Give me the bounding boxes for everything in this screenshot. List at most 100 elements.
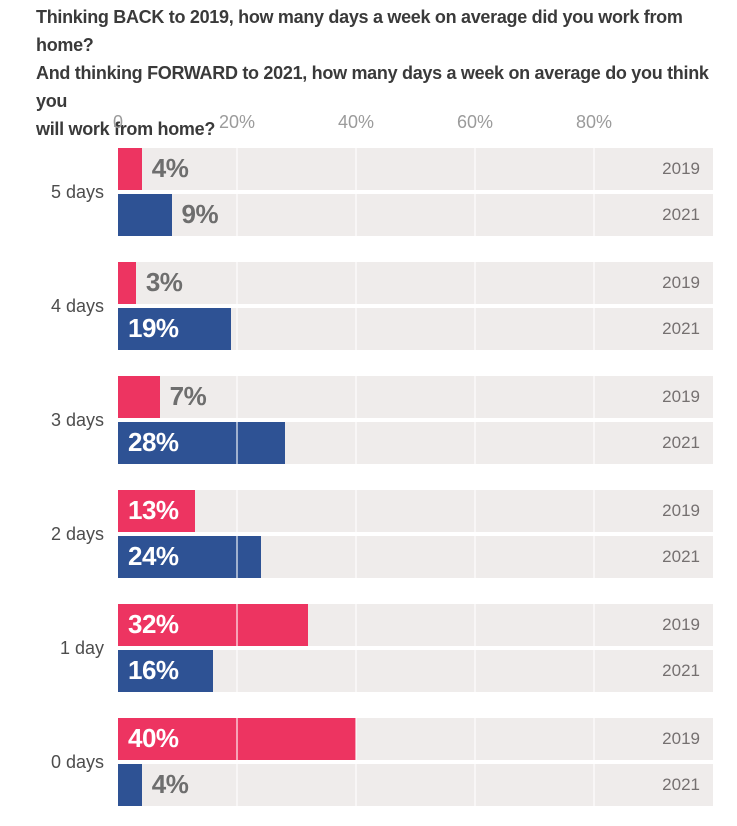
chart-title-line-1: Thinking BACK to 2019, how many days a w… bbox=[36, 7, 683, 55]
gridline-80 bbox=[593, 764, 595, 806]
value-label: 19% bbox=[128, 312, 179, 343]
value-label: 9% bbox=[181, 198, 219, 229]
gridline-60 bbox=[474, 376, 476, 418]
gridline-80 bbox=[593, 650, 595, 692]
gridline-20 bbox=[236, 308, 238, 350]
bar-track bbox=[118, 764, 713, 806]
chart-title-line-2: And thinking FORWARD to 2021, how many d… bbox=[36, 63, 709, 111]
gridline-20 bbox=[236, 194, 238, 236]
x-axis-tick-60: 60% bbox=[456, 112, 494, 132]
gridline-20 bbox=[236, 536, 238, 578]
gridline-20 bbox=[236, 376, 238, 418]
value-label: 28% bbox=[128, 426, 179, 457]
series-year-label: 2021 bbox=[662, 661, 700, 680]
gridline-20 bbox=[236, 148, 238, 190]
category-label: 3 days bbox=[50, 409, 104, 430]
gridline-20 bbox=[236, 718, 238, 760]
gridline-40 bbox=[355, 764, 357, 806]
gridline-20 bbox=[236, 490, 238, 532]
bar-row-2019: 3% 2019 bbox=[118, 262, 713, 304]
bar-row-2021: 16% 2021 bbox=[118, 650, 713, 692]
gridline-80 bbox=[593, 490, 595, 532]
bar-row-2021: 28% 2021 bbox=[118, 422, 713, 464]
bar-2019 bbox=[118, 262, 136, 304]
bar-2019 bbox=[118, 604, 309, 646]
gridline-60 bbox=[474, 422, 476, 464]
bar-track bbox=[118, 148, 713, 190]
series-year-label: 2021 bbox=[662, 775, 700, 794]
gridline-80 bbox=[593, 718, 595, 760]
gridline-80 bbox=[593, 308, 595, 350]
bar-row-2019: 7% 2019 bbox=[118, 376, 713, 418]
series-year-label: 2021 bbox=[662, 433, 700, 452]
series-year-label: 2021 bbox=[662, 319, 700, 338]
gridline-80 bbox=[593, 422, 595, 464]
gridline-60 bbox=[474, 308, 476, 350]
series-year-label: 2019 bbox=[662, 615, 700, 634]
series-year-label: 2019 bbox=[662, 501, 700, 520]
bar-group-3-days: 3 days 7% 2019 28% 2021 bbox=[0, 376, 737, 464]
gridline-40 bbox=[355, 536, 357, 578]
chart-title-line-3: will work from home? bbox=[36, 119, 216, 139]
series-year-label: 2021 bbox=[662, 205, 700, 224]
x-axis-tick-80: 80% bbox=[575, 112, 613, 132]
category-label: 5 days bbox=[50, 181, 104, 202]
bar-track bbox=[118, 650, 713, 692]
value-label: 4% bbox=[151, 152, 189, 183]
bar-2021 bbox=[118, 650, 214, 692]
gridline-80 bbox=[593, 194, 595, 236]
category-label: 2 days bbox=[50, 523, 104, 544]
bar-track bbox=[118, 376, 713, 418]
bar-2019 bbox=[118, 376, 160, 418]
gridline-20 bbox=[236, 262, 238, 304]
bar-group-1-day: 1 day 32% 2019 16% 2021 bbox=[0, 604, 737, 692]
value-label: 13% bbox=[128, 494, 179, 525]
value-label: 40% bbox=[128, 722, 179, 753]
series-year-label: 2019 bbox=[662, 729, 700, 748]
gridline-40 bbox=[355, 650, 357, 692]
value-label: 16% bbox=[128, 654, 179, 685]
bar-row-2019: 4% 2019 bbox=[118, 148, 713, 190]
gridline-60 bbox=[474, 536, 476, 578]
series-year-label: 2019 bbox=[662, 159, 700, 178]
gridline-40 bbox=[355, 718, 357, 760]
bar-row-2021: 24% 2021 bbox=[118, 536, 713, 578]
category-label: 1 day bbox=[59, 637, 104, 658]
gridline-20 bbox=[236, 650, 238, 692]
chart-title: Thinking BACK to 2019, how many days a w… bbox=[36, 3, 716, 143]
bar-2021 bbox=[118, 308, 232, 350]
bar-group-4-days: 4 days 3% 2019 19% 2021 bbox=[0, 262, 737, 350]
x-axis: 0 20% 40% 60% 80% bbox=[0, 112, 737, 136]
series-year-label: 2019 bbox=[662, 273, 700, 292]
value-label: 24% bbox=[128, 540, 179, 571]
gridline-20 bbox=[236, 604, 238, 646]
gridline-80 bbox=[593, 148, 595, 190]
gridline-40 bbox=[355, 422, 357, 464]
series-year-label: 2019 bbox=[662, 387, 700, 406]
bar-2021 bbox=[118, 194, 172, 236]
bar-row-2021: 4% 2021 bbox=[118, 764, 713, 806]
bar-group-2-days: 2 days 13% 2019 24% 2021 bbox=[0, 490, 737, 578]
category-label: 4 days bbox=[50, 295, 104, 316]
x-axis-tick-0: 0 bbox=[112, 112, 124, 132]
bar-groups: 5 days 4% 2019 9% 2021 4 days 3% 2019 19% 2021 3 d… bbox=[0, 148, 737, 826]
value-label: 32% bbox=[128, 608, 179, 639]
bar-track bbox=[118, 262, 713, 304]
x-axis-tick-40: 40% bbox=[337, 112, 375, 132]
bar-row-2019: 32% 2019 bbox=[118, 604, 713, 646]
bar-track bbox=[118, 490, 713, 532]
bar-row-2021: 9% 2021 bbox=[118, 194, 713, 236]
value-label: 4% bbox=[151, 768, 189, 799]
bar-2019 bbox=[118, 490, 196, 532]
x-axis-tick-20: 20% bbox=[218, 112, 256, 132]
gridline-40 bbox=[355, 194, 357, 236]
gridline-40 bbox=[355, 604, 357, 646]
gridline-80 bbox=[593, 262, 595, 304]
gridline-40 bbox=[355, 308, 357, 350]
category-label: 0 days bbox=[50, 751, 104, 772]
gridline-60 bbox=[474, 148, 476, 190]
gridline-60 bbox=[474, 604, 476, 646]
gridline-40 bbox=[355, 490, 357, 532]
bar-2019 bbox=[118, 148, 142, 190]
